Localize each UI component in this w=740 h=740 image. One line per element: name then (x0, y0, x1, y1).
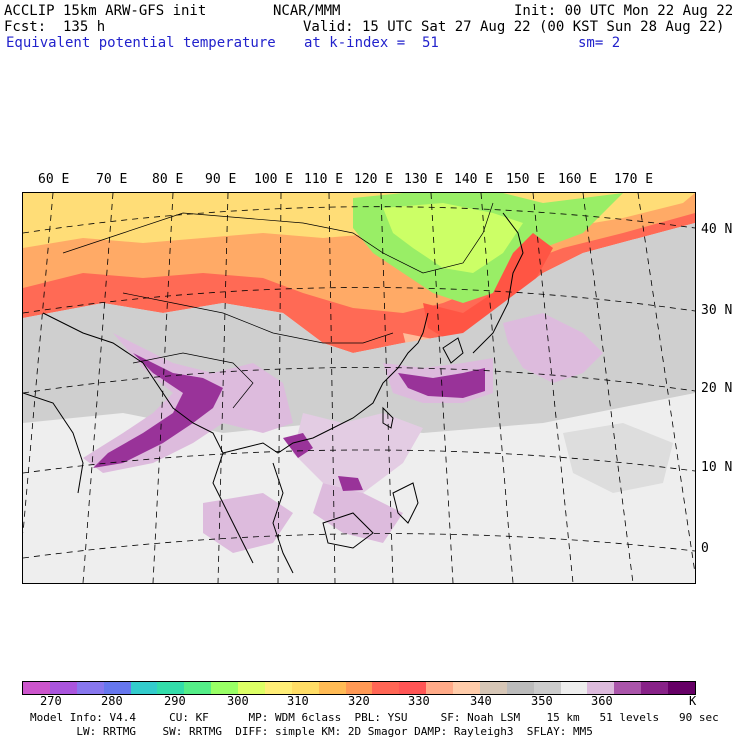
colorbar-swatch (318, 682, 346, 694)
colorbar-tick: 340 (470, 694, 492, 708)
field-name: Equivalent potential temperature (6, 35, 276, 51)
colorbar-swatch (426, 682, 453, 694)
colorbar-swatch (157, 682, 185, 694)
lat-label: 30 N (701, 303, 733, 318)
colorbar-swatch (614, 682, 642, 694)
colorbar (22, 681, 696, 695)
lon-label: 130 E (404, 172, 444, 187)
colorbar-swatch (506, 682, 534, 694)
forecast-hour: Fcst: 135 h (4, 19, 106, 35)
init-time: Init: 00 UTC Mon 22 Aug 22 (514, 3, 734, 19)
lat-label: 40 N (701, 222, 733, 237)
colorbar-tick: 350 (531, 694, 553, 708)
colorbar-tick: 360 (591, 694, 613, 708)
lon-label: 160 E (558, 172, 598, 187)
lon-label: 100 E (254, 172, 294, 187)
model-info-line2: LW: RRTMG SW: RRTMG DIFF: simple KM: 2D … (30, 725, 593, 738)
lat-label: 20 N (701, 381, 733, 396)
colorbar-swatch (238, 682, 265, 694)
colorbar-tick: 300 (227, 694, 249, 708)
colorbar-swatch (49, 682, 77, 694)
org-label: NCAR/MMM (273, 3, 341, 19)
colorbar-swatch (211, 682, 238, 694)
colorbar-tick: 280 (101, 694, 123, 708)
lon-label: 120 E (354, 172, 394, 187)
lat-label: 10 N (701, 460, 733, 475)
colorbar-swatch (533, 682, 561, 694)
colorbar-swatch (103, 682, 131, 694)
colorbar-tick: 320 (348, 694, 370, 708)
colorbar-tick: 290 (164, 694, 186, 708)
lon-label: 110 E (304, 172, 344, 187)
colorbar-swatch (479, 682, 507, 694)
lat-label: 0 (701, 541, 709, 556)
colorbar-unit: K (689, 694, 697, 708)
lon-label: 70 E (96, 172, 128, 187)
colorbar-tick: 310 (287, 694, 309, 708)
colorbar-swatch (130, 682, 158, 694)
colorbar-swatch (560, 682, 588, 694)
colorbar-tick: 270 (40, 694, 62, 708)
lon-label: 140 E (454, 172, 494, 187)
theta-e-map (23, 193, 695, 583)
colorbar-swatch (76, 682, 104, 694)
colorbar-swatch (641, 682, 668, 694)
lon-label: 60 E (38, 172, 70, 187)
lon-label: 150 E (506, 172, 546, 187)
valid-time: Valid: 15 UTC Sat 27 Aug 22 (00 KST Sun … (303, 19, 725, 35)
model-title: ACCLIP 15km ARW-GFS init (4, 3, 207, 19)
lon-label: 80 E (152, 172, 184, 187)
level-label: at k-index = 51 (304, 35, 439, 51)
colorbar-swatch (23, 682, 50, 694)
colorbar-swatch (184, 682, 212, 694)
colorbar-tick: 330 (408, 694, 430, 708)
colorbar-swatch (264, 682, 292, 694)
smoothing-label: sm= 2 (578, 35, 621, 51)
lon-label: 90 E (205, 172, 237, 187)
map-panel (22, 192, 696, 584)
lon-label: 170 E (614, 172, 654, 187)
colorbar-swatch (668, 682, 695, 694)
model-info-line1: Model Info: V4.4 CU: KF MP: WDM 6class P… (30, 711, 719, 724)
colorbar-swatch (345, 682, 373, 694)
colorbar-swatch (587, 682, 615, 694)
colorbar-swatch (399, 682, 427, 694)
colorbar-swatch (372, 682, 400, 694)
colorbar-swatch (291, 682, 319, 694)
colorbar-swatch (453, 682, 480, 694)
